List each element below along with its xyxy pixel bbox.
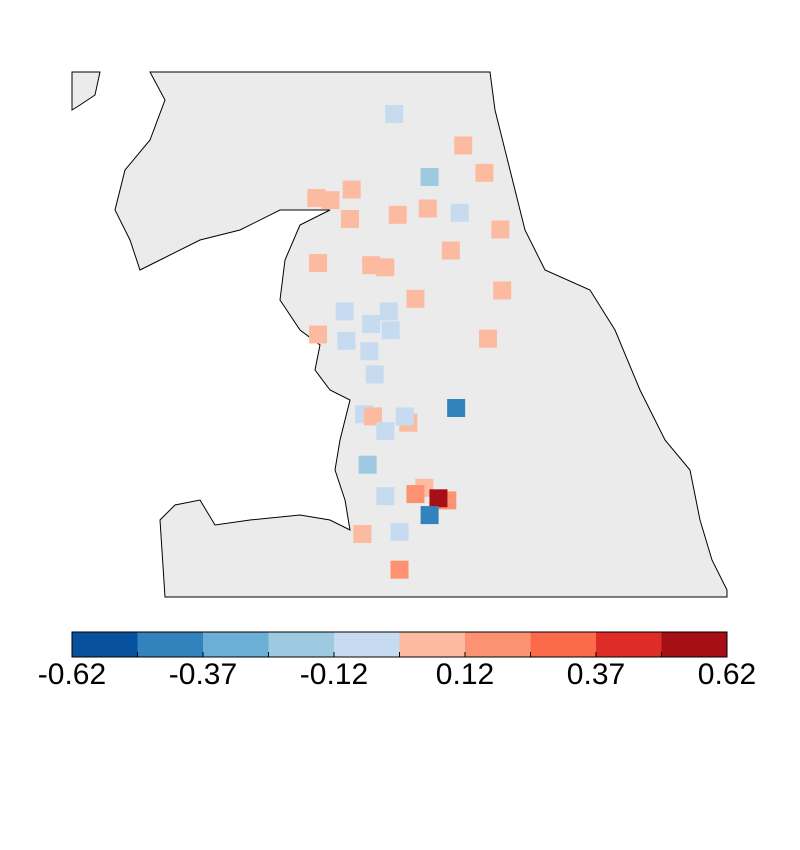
station-square xyxy=(479,329,498,348)
station-square xyxy=(420,506,439,525)
station-square xyxy=(309,254,328,273)
station-square xyxy=(365,365,384,384)
colorbar-label: 0.37 xyxy=(567,658,625,691)
station-square xyxy=(406,485,425,504)
station-square xyxy=(321,191,340,210)
station-square xyxy=(381,321,400,340)
colorbar-bin xyxy=(661,632,727,657)
station-square xyxy=(307,189,326,207)
colorbar-bin xyxy=(203,632,269,657)
station-square xyxy=(340,210,359,228)
land xyxy=(71,71,101,111)
station-square xyxy=(362,315,381,333)
station-square xyxy=(376,258,395,277)
colorbar-bin xyxy=(596,632,662,657)
basemap xyxy=(71,71,728,598)
points-layer xyxy=(307,105,512,579)
station-square xyxy=(420,168,439,186)
station-square xyxy=(491,220,510,239)
land xyxy=(114,71,728,598)
station-square xyxy=(390,522,409,541)
colorbar-bin xyxy=(268,632,334,657)
station-square xyxy=(429,489,448,508)
station-square xyxy=(395,407,414,426)
station-square xyxy=(376,422,395,441)
station-square xyxy=(309,325,328,344)
station-square xyxy=(342,180,361,199)
station-square xyxy=(475,163,494,182)
station-square xyxy=(360,342,379,361)
colorbar-label: -0.12 xyxy=(300,658,368,691)
colorbar-bin xyxy=(530,632,596,657)
colorbar-label: -0.62 xyxy=(38,658,106,691)
station-square xyxy=(418,199,437,218)
station-square xyxy=(353,525,372,543)
colorbar-label: 0.62 xyxy=(698,658,756,691)
colorbar-bin xyxy=(137,632,203,657)
colorbar-bin xyxy=(465,632,531,657)
station-square xyxy=(388,205,407,224)
station-square xyxy=(406,289,425,308)
station-square xyxy=(376,487,395,506)
station-square xyxy=(335,302,354,321)
station-square xyxy=(450,203,469,222)
station-square xyxy=(390,560,409,579)
station-square xyxy=(447,399,466,417)
station-square xyxy=(362,256,381,275)
colorbar-bin xyxy=(334,632,400,657)
colorbar: -0.62 -0.37 -0.12 0.12 0.37 0.62 xyxy=(38,631,756,691)
station-square xyxy=(385,105,404,123)
station-square xyxy=(493,281,512,300)
station-square xyxy=(363,407,382,426)
station-square xyxy=(441,241,460,260)
station-square xyxy=(379,302,398,321)
colorbar-bin xyxy=(72,632,138,657)
colorbar-bin xyxy=(399,632,465,657)
station-square xyxy=(358,455,377,474)
colorbar-label: 0.12 xyxy=(436,658,494,691)
station-square xyxy=(454,136,473,155)
colorbar-label: -0.37 xyxy=(169,658,237,691)
station-square xyxy=(337,331,356,350)
